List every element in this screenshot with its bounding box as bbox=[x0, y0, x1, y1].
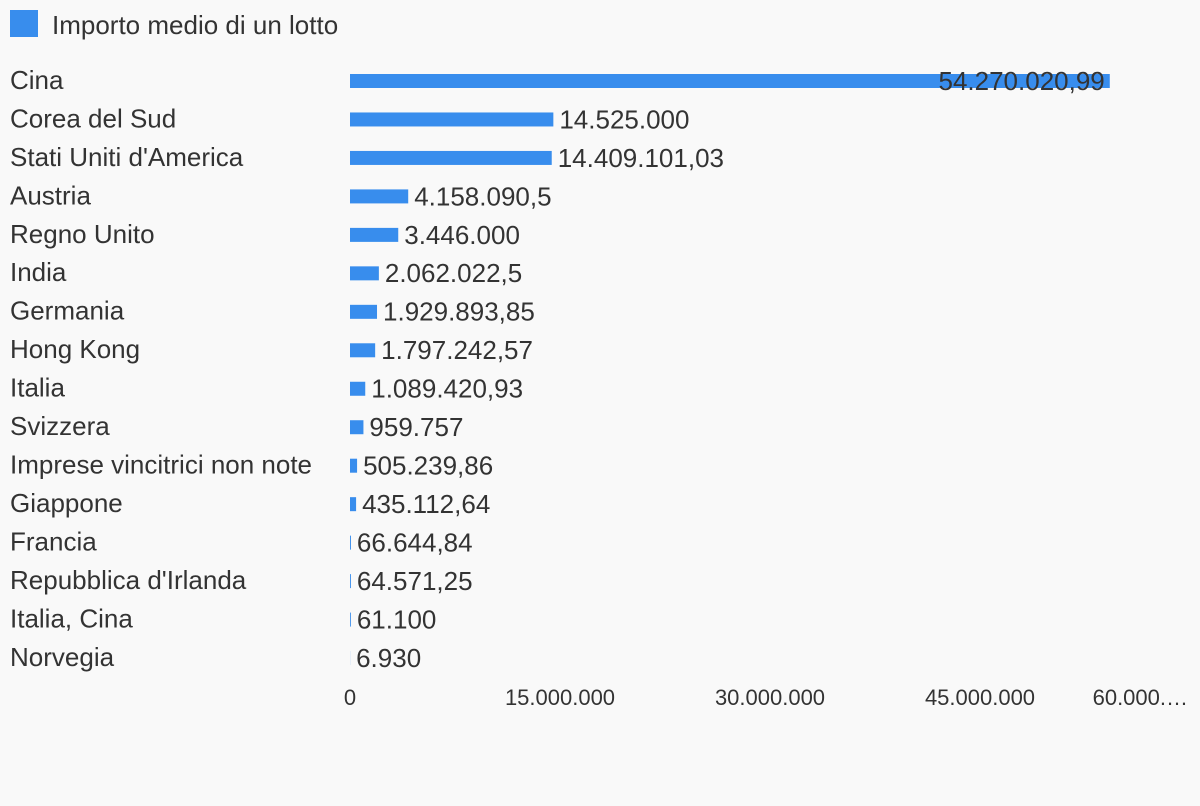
category-label: Repubblica d'Irlanda bbox=[10, 565, 247, 595]
category-label: Cina bbox=[10, 65, 64, 95]
bar bbox=[350, 612, 351, 627]
legend-swatch bbox=[10, 10, 38, 37]
value-label: 14.409.101,03 bbox=[558, 143, 724, 173]
value-label: 1.797.242,57 bbox=[381, 335, 533, 365]
category-label: Italia, Cina bbox=[10, 603, 133, 633]
value-label: 1.929.893,85 bbox=[383, 297, 535, 327]
category-label: Francia bbox=[10, 527, 97, 557]
x-tick-label: 45.000.000 bbox=[925, 685, 1035, 710]
category-label: Giappone bbox=[10, 488, 123, 518]
bar bbox=[350, 227, 399, 242]
category-label: India bbox=[10, 257, 67, 287]
category-label: Austria bbox=[10, 180, 91, 210]
value-label: 3.446.000 bbox=[404, 220, 520, 250]
x-tick-label: 15.000.000 bbox=[505, 685, 615, 710]
value-label: 54.270.020,99 bbox=[938, 66, 1104, 96]
bar bbox=[350, 343, 376, 358]
value-label: 435.112,64 bbox=[362, 489, 490, 519]
category-label: Corea del Sud bbox=[10, 103, 176, 133]
bar bbox=[350, 535, 351, 550]
value-label: 959.757 bbox=[369, 412, 463, 442]
value-label: 505.239,86 bbox=[363, 451, 493, 481]
category-label: Stati Uniti d'America bbox=[10, 142, 244, 172]
category-label: Imprese vincitrici non note bbox=[10, 450, 312, 480]
bar bbox=[350, 497, 357, 512]
bar bbox=[350, 420, 364, 435]
x-tick-label: 30.000.000 bbox=[715, 685, 825, 710]
category-label: Hong Kong bbox=[10, 334, 140, 364]
x-tick-label: 60.000.… bbox=[1093, 685, 1188, 710]
value-label: 6.930 bbox=[356, 643, 421, 673]
bar bbox=[350, 381, 366, 396]
bar bbox=[350, 189, 409, 204]
bar bbox=[350, 574, 351, 589]
value-label: 61.100 bbox=[357, 604, 437, 634]
value-label: 4.158.090,5 bbox=[414, 181, 551, 211]
value-label: 64.571,25 bbox=[357, 566, 473, 596]
value-label: 14.525.000 bbox=[559, 104, 689, 134]
category-label: Italia bbox=[10, 373, 65, 403]
value-label: 2.062.022,5 bbox=[385, 258, 522, 288]
bar bbox=[350, 458, 358, 473]
legend-label: Importo medio di un lotto bbox=[52, 10, 338, 40]
category-label: Norvegia bbox=[10, 642, 115, 672]
bar bbox=[350, 74, 1110, 88]
bar bbox=[350, 304, 378, 319]
value-label: 66.644,84 bbox=[357, 528, 473, 558]
bar bbox=[350, 150, 552, 165]
category-label: Regno Unito bbox=[10, 219, 155, 249]
value-label: 1.089.420,93 bbox=[371, 374, 523, 404]
x-tick-label: 0 bbox=[344, 685, 356, 710]
category-label: Svizzera bbox=[10, 411, 110, 441]
bar bbox=[350, 112, 554, 127]
category-label: Germania bbox=[10, 296, 125, 326]
bar bbox=[350, 266, 379, 281]
